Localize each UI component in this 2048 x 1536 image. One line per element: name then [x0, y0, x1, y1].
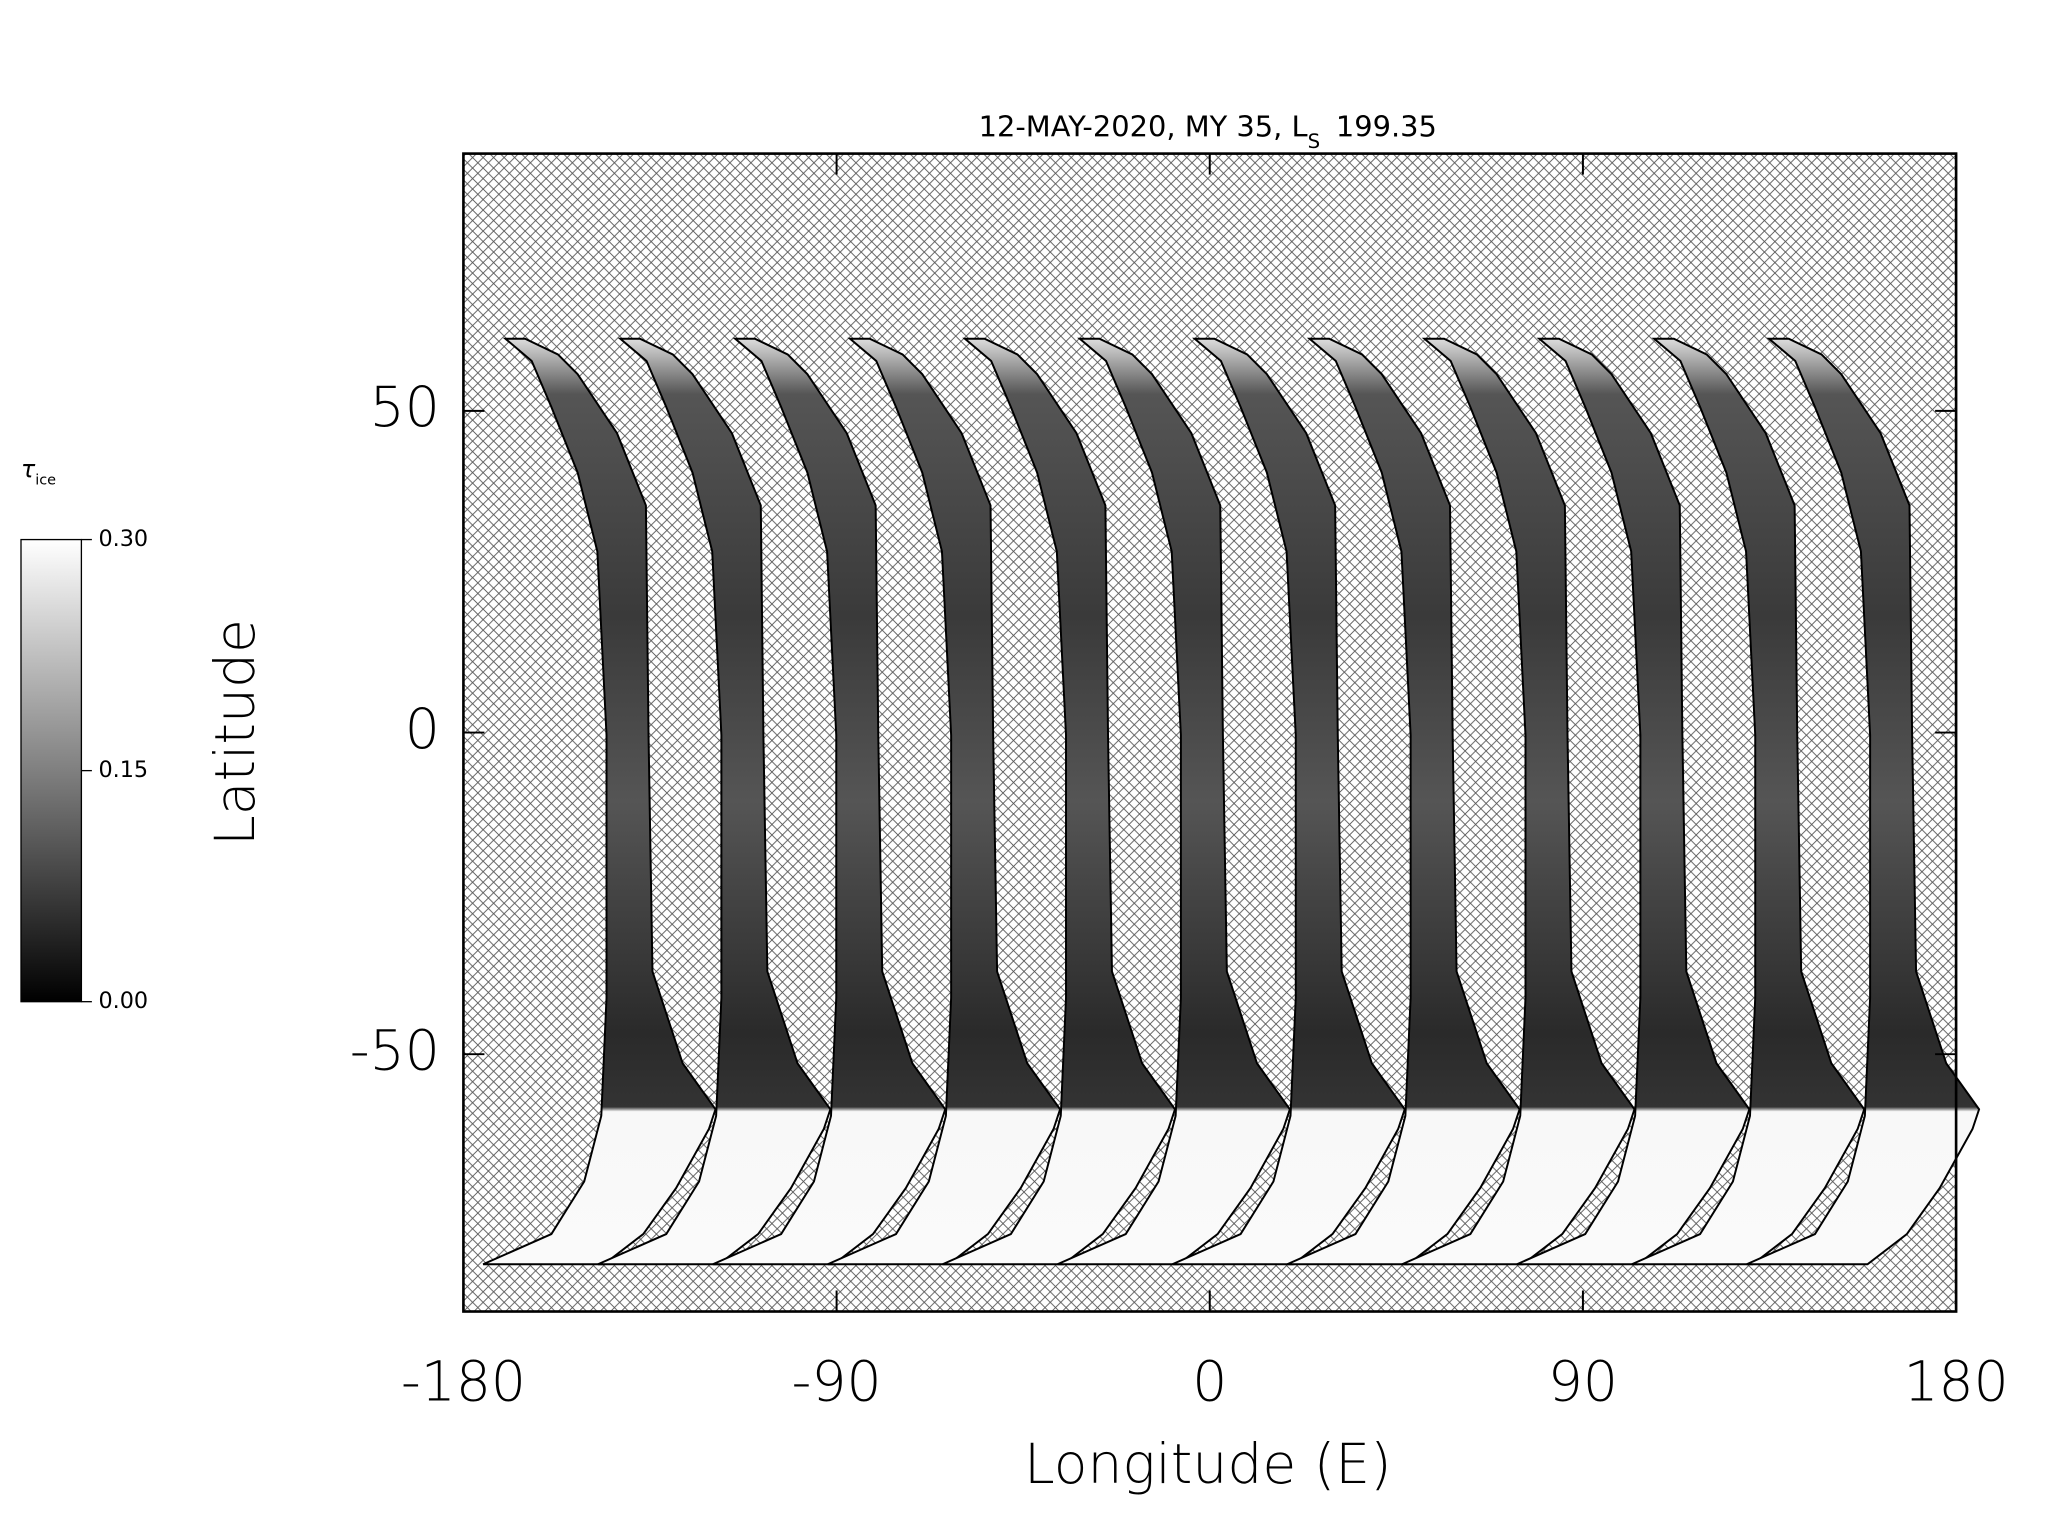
- swath: [1286, 337, 1521, 1266]
- chart-title: 12-MAY-2020, MY 35, LS 199.35: [979, 110, 1437, 153]
- y-tick-label: 50: [370, 376, 440, 440]
- swath: [712, 337, 947, 1266]
- colorbar-tick-label: 0.00: [98, 988, 148, 1014]
- colorbar: [20, 538, 83, 1003]
- swath: [1516, 337, 1751, 1266]
- swath: [1057, 337, 1291, 1266]
- swath: [1746, 337, 1981, 1266]
- swath: [1401, 337, 1636, 1266]
- swath: [482, 337, 717, 1266]
- swath: [1171, 337, 1406, 1266]
- plot-root: 12-MAY-2020, MY 35, LS 199.35 Longitude (…: [20, 110, 2009, 1497]
- swaths: [482, 337, 1981, 1266]
- x-tick-label: 90: [1548, 1350, 1618, 1414]
- y-tick-label: -50: [350, 1019, 440, 1083]
- swath: [597, 337, 832, 1266]
- swath: [1631, 337, 1866, 1266]
- swath: [942, 337, 1177, 1266]
- x-tick-label: -180: [401, 1350, 526, 1414]
- y-axis-label: Latitude: [204, 619, 268, 846]
- colorbar-tick-label: 0.30: [98, 526, 148, 552]
- x-tick-label: 180: [1903, 1350, 2008, 1414]
- x-tick-label: 0: [1192, 1350, 1227, 1414]
- colorbar-tick-label: 0.15: [98, 757, 148, 783]
- x-axis-label: Longitude (E): [1024, 1433, 1392, 1497]
- x-tick-label: -90: [792, 1350, 882, 1414]
- colorbar-symbol: τice: [21, 454, 56, 488]
- swath: [827, 337, 1062, 1266]
- y-tick-label: 0: [405, 698, 440, 762]
